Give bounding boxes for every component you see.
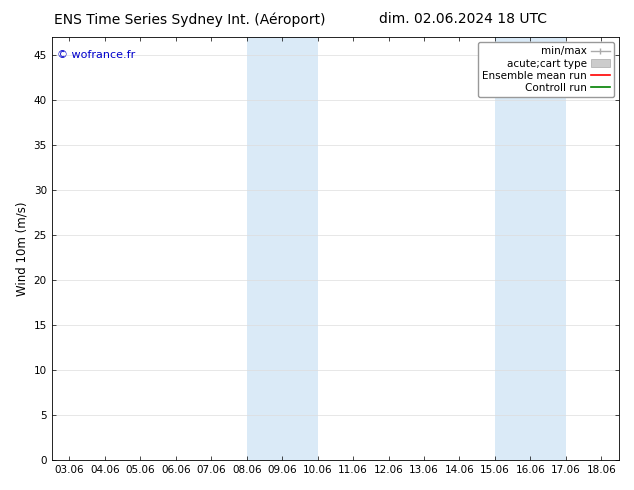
Bar	[247, 37, 318, 460]
Y-axis label: Wind 10m (m/s): Wind 10m (m/s)	[15, 201, 28, 296]
Legend: min/max, acute;cart type, Ensemble mean run, Controll run: min/max, acute;cart type, Ensemble mean …	[478, 42, 614, 97]
Text: © wofrance.fr: © wofrance.fr	[57, 50, 136, 60]
Bar	[495, 37, 566, 460]
Text: dim. 02.06.2024 18 UTC: dim. 02.06.2024 18 UTC	[379, 12, 547, 26]
Text: ENS Time Series Sydney Int. (Aéroport): ENS Time Series Sydney Int. (Aéroport)	[55, 12, 326, 27]
